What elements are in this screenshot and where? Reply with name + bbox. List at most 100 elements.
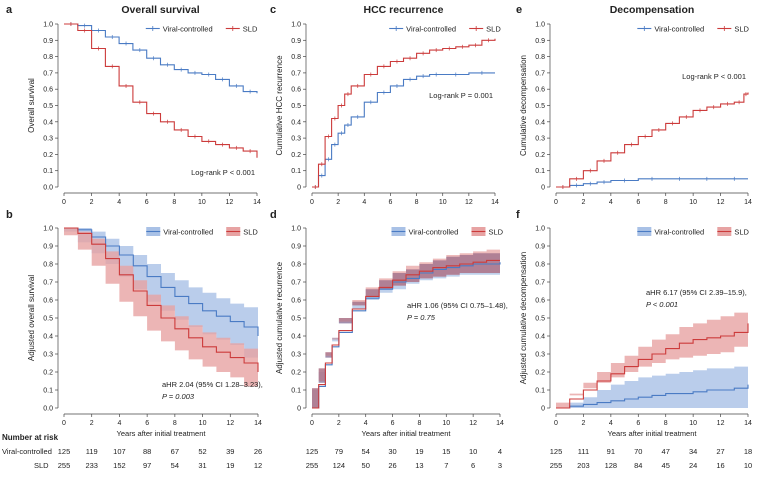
panel-title-c: HCC recurrence <box>364 4 444 16</box>
panel-c-y-tick-label: 1.0 <box>291 22 301 29</box>
panel-b-stat-line2: P = 0.003 <box>162 392 195 401</box>
panel-a-x-tick-label: 8 <box>172 199 176 206</box>
panel-d-y-tick-label: 0.8 <box>291 262 301 269</box>
panel-a-y-tick-label: 0.2 <box>43 152 53 159</box>
panel-a-y-tick-label: 0.7 <box>43 70 53 77</box>
risk-cell-left-sld: 97 <box>143 461 151 470</box>
panel-f-x-tick-label: 0 <box>554 420 558 427</box>
panel-d-legend-viral-label: Viral-controlled <box>408 228 458 237</box>
panel-d-y-tick-label: 0.1 <box>291 388 301 395</box>
panel-f-y-tick-label: 0.5 <box>535 316 545 323</box>
panel-e-y-tick-label: 0.3 <box>535 136 545 143</box>
risk-cell-left-sld: 31 <box>198 461 206 470</box>
panel-c-y-tick-label: 0.8 <box>291 54 301 61</box>
panel-d-y-tick-label: 0.9 <box>291 244 301 251</box>
risk-cell-right-sld: 24 <box>689 461 697 470</box>
panel-b-series-sld <box>64 227 259 372</box>
risk-cell-right-viral: 27 <box>716 447 724 456</box>
panel-letter-a: a <box>6 4 13 16</box>
panel-b-y-tick-label: 0.2 <box>43 370 53 377</box>
panel-a-series-sld <box>64 23 258 158</box>
risk-cell-middle-sld: 50 <box>362 461 370 470</box>
panel-f-stat-line1: aHR 6.17 (95% CI 2.39–15.9), <box>646 288 747 297</box>
panel-f-y-tick-label: 0.6 <box>535 298 545 305</box>
risk-cell-middle-sld: 26 <box>388 461 396 470</box>
panel-f-y-tick-label: 0.8 <box>535 262 545 269</box>
panel-c-x-tick-label: 6 <box>388 199 392 206</box>
panel-d-y-tick-label: 0.5 <box>291 316 301 323</box>
panel-f-x-tick-label: 4 <box>609 420 613 427</box>
panel-d-y-tick-label: 0.2 <box>291 370 301 377</box>
panel-b-stat-line1: aHR 2.04 (95% CI 1.28–3.23), <box>162 380 263 389</box>
panel-a-y-tick-label: 1.0 <box>43 22 53 29</box>
panel-b-y-tick-label: 0.3 <box>43 352 53 359</box>
risk-cell-left-viral: 52 <box>198 447 206 456</box>
panel-b-y-tick-label: 0.1 <box>43 388 53 395</box>
panel-letter-f: f <box>516 209 520 221</box>
risk-cell-middle-viral: 79 <box>335 447 343 456</box>
panel-d-stat-line1: aHR 1.06 (95% CI 0.75–1.48), <box>407 301 508 310</box>
panel-a-y-tick-label: 0.9 <box>43 38 53 45</box>
risk-row-label-sld: SLD <box>34 461 49 470</box>
panel-d-y-tick-label: 0.6 <box>291 298 301 305</box>
panel-d-x-tick-label: 8 <box>417 420 421 427</box>
panel-a-x-tick-label: 10 <box>198 199 206 206</box>
panel-b-x-tick-label: 6 <box>145 420 149 427</box>
panel-e-x-tick-label: 4 <box>609 199 613 206</box>
risk-row-label-viral: Viral-controlled <box>2 447 52 456</box>
panel-f-x-tick-label: 8 <box>664 420 668 427</box>
panel-b-legend-sld-label: SLD <box>243 228 258 237</box>
risk-cell-left-sld: 19 <box>226 461 234 470</box>
panel-a-x-tick-label: 0 <box>62 199 66 206</box>
risk-cell-left-sld: 54 <box>171 461 179 470</box>
panel-b-x-tick-label: 0 <box>62 420 66 427</box>
risk-cell-right-sld: 10 <box>744 461 752 470</box>
panel-d-y-tick-label: 0 <box>297 406 301 413</box>
risk-cell-middle-viral: 15 <box>442 447 450 456</box>
risk-cell-middle-viral: 54 <box>362 447 370 456</box>
panel-letter-e: e <box>516 4 522 16</box>
panel-b-x-tick-label: 14 <box>254 420 262 427</box>
risk-cell-left-viral: 67 <box>171 447 179 456</box>
panel-f-y-tick-label: 0.7 <box>535 280 545 287</box>
panel-e-y-tick-label: 0.1 <box>535 168 545 175</box>
panel-a-y-tick-label: 0.6 <box>43 87 53 94</box>
panel-e-y-tick-label: 0.5 <box>535 103 545 110</box>
panel-e-x-tick-label: 12 <box>717 199 725 206</box>
panel-e-y-tick-label: 0.8 <box>535 54 545 61</box>
panel-d-x-tick-label: 6 <box>391 420 395 427</box>
panel-b-x-tick-label: 8 <box>173 420 177 427</box>
panel-letter-b: b <box>6 209 13 221</box>
panel-a-y-tick-label: 0.8 <box>43 54 53 61</box>
panel-ylabel-b: Adjusted overall survival <box>27 275 36 361</box>
panel-f-y-tick-label: 0.2 <box>535 370 545 377</box>
panel-e-series-viral <box>556 178 748 188</box>
panel-b-x-tick-label: 12 <box>226 420 234 427</box>
panel-d-x-tick-label: 2 <box>337 420 341 427</box>
risk-cell-left-viral: 119 <box>86 447 98 456</box>
panel-ylabel-e: Cumulative decompensation <box>519 55 528 156</box>
panel-e-y-tick-label: 0.2 <box>535 152 545 159</box>
risk-cell-middle-viral: 10 <box>469 447 477 456</box>
panel-e-x-tick-label: 10 <box>689 199 697 206</box>
panel-f-x-tick-label: 6 <box>636 420 640 427</box>
risk-cell-right-sld: 203 <box>577 461 590 470</box>
panel-a-x-tick-label: 12 <box>226 199 234 206</box>
panel-c-x-tick-label: 14 <box>491 199 499 206</box>
panel-b-y-tick-label: 0.8 <box>43 262 53 269</box>
panel-c-y-tick-label: 0.6 <box>291 87 301 94</box>
risk-cell-left-sld: 255 <box>58 461 71 470</box>
risk-cell-right-viral: 125 <box>550 447 563 456</box>
risk-cell-right-viral: 91 <box>607 447 615 456</box>
panel-f-series-viral <box>556 384 749 409</box>
panel-e-y-tick-label: 1.0 <box>535 22 545 29</box>
panel-f-x-tick-label: 2 <box>581 420 585 427</box>
risk-cell-left-sld: 12 <box>254 461 262 470</box>
panel-a-stat: Log-rank P < 0.001 <box>191 168 255 177</box>
panel-d-ci-overlap <box>312 251 500 408</box>
risk-cell-left-viral: 26 <box>254 447 262 456</box>
panel-c-y-tick-label: 0.2 <box>291 152 301 159</box>
panel-e-y-tick-label: 0.7 <box>535 70 545 77</box>
panel-f-y-tick-label: 1.0 <box>535 226 545 233</box>
panel-c-x-tick-label: 2 <box>336 199 340 206</box>
